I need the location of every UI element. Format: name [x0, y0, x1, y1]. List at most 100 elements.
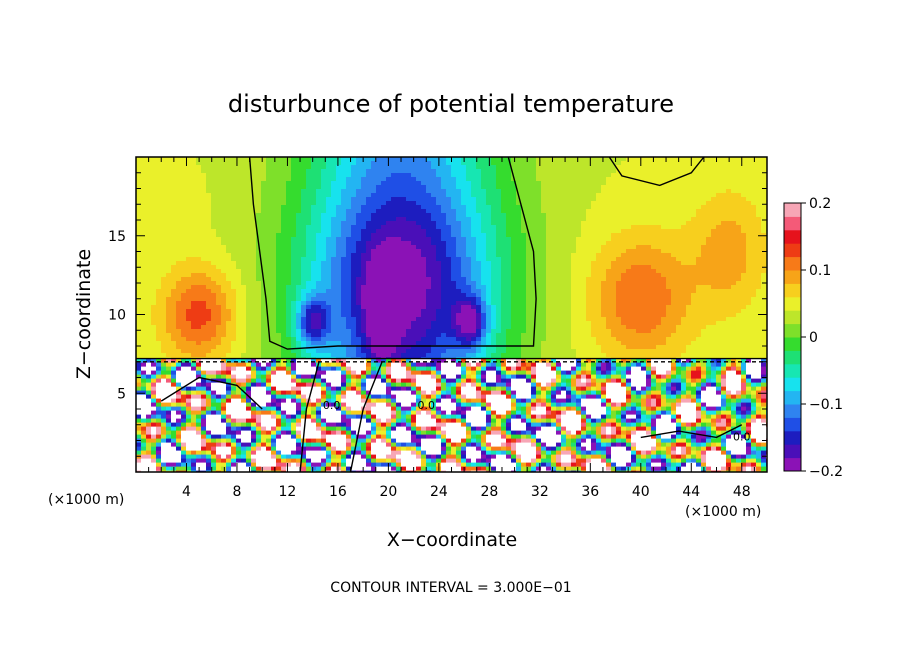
field-cell	[136, 221, 142, 226]
field-cell	[346, 181, 352, 186]
field-cell	[466, 157, 472, 162]
field-cell	[281, 309, 287, 314]
field-cell	[586, 233, 592, 238]
field-cell	[241, 325, 247, 330]
field-cell	[181, 353, 187, 358]
field-cell	[551, 333, 557, 338]
field-cell	[531, 201, 537, 206]
field-cell	[581, 349, 587, 354]
field-cell	[211, 245, 217, 250]
field-cell	[336, 189, 342, 194]
field-cell	[161, 257, 167, 262]
field-cell	[331, 253, 337, 258]
field-cell	[426, 213, 432, 218]
field-cell	[381, 253, 387, 258]
field-cell	[136, 225, 142, 230]
field-cell	[501, 265, 507, 270]
field-cell	[221, 277, 227, 282]
field-cell	[391, 173, 397, 178]
field-cell	[421, 221, 427, 226]
field-cell	[586, 185, 592, 190]
field-cell	[601, 221, 607, 226]
field-cell	[191, 233, 197, 238]
field-cell	[311, 225, 317, 230]
field-cell	[401, 341, 407, 346]
field-cell	[306, 337, 312, 342]
field-cell	[476, 221, 482, 226]
field-cell	[311, 201, 317, 206]
field-cell	[316, 257, 322, 262]
field-cell	[331, 297, 337, 302]
field-cell	[291, 173, 297, 178]
field-cell	[546, 317, 552, 322]
field-cell	[531, 157, 537, 162]
field-cell	[616, 345, 622, 350]
field-cell	[251, 277, 257, 282]
field-cell	[461, 293, 467, 298]
field-cell	[181, 325, 187, 330]
field-cell	[421, 217, 427, 222]
field-cell	[386, 225, 392, 230]
field-cell	[326, 265, 332, 270]
field-cell	[236, 297, 242, 302]
field-cell	[216, 177, 222, 182]
field-cell	[581, 157, 587, 162]
field-cell	[371, 333, 377, 338]
field-cell	[396, 305, 402, 310]
field-cell	[161, 237, 167, 242]
field-cell	[146, 221, 152, 226]
field-cell	[516, 341, 522, 346]
field-cell	[501, 297, 507, 302]
field-cell	[516, 189, 522, 194]
field-cell	[326, 293, 332, 298]
field-cell	[596, 253, 602, 258]
field-cell	[406, 209, 412, 214]
field-cell	[286, 189, 292, 194]
field-cell	[236, 237, 242, 242]
field-cell	[461, 341, 467, 346]
field-cell	[396, 253, 402, 258]
field-cell	[466, 341, 472, 346]
field-cell	[461, 337, 467, 342]
field-cell	[526, 181, 532, 186]
field-cell	[271, 209, 277, 214]
field-cell	[566, 169, 572, 174]
field-cell	[496, 337, 502, 342]
field-cell	[156, 309, 162, 314]
field-cell	[311, 269, 317, 274]
field-cell	[561, 205, 567, 210]
field-cell	[401, 293, 407, 298]
field-cell	[351, 297, 357, 302]
field-cell	[171, 217, 177, 222]
field-cell	[276, 181, 282, 186]
field-cell	[596, 313, 602, 318]
field-cell	[516, 201, 522, 206]
field-cell	[276, 313, 282, 318]
field-cell	[556, 325, 562, 330]
field-cell	[251, 265, 257, 270]
field-cell	[416, 333, 422, 338]
field-cell	[366, 321, 372, 326]
field-cell	[596, 221, 602, 226]
field-cell	[621, 169, 627, 174]
field-cell	[416, 245, 422, 250]
field-cell	[446, 281, 452, 286]
field-cell	[521, 193, 527, 198]
field-cell	[556, 193, 562, 198]
field-cell	[146, 281, 152, 286]
field-cell	[566, 309, 572, 314]
field-cell	[276, 317, 282, 322]
field-cell	[361, 157, 367, 162]
field-cell	[526, 241, 532, 246]
field-cell	[136, 317, 142, 322]
field-cell	[496, 325, 502, 330]
field-cell	[381, 329, 387, 334]
field-cell	[546, 269, 552, 274]
field-cell	[366, 269, 372, 274]
field-cell	[466, 269, 472, 274]
field-cell	[296, 305, 302, 310]
field-cell	[486, 169, 492, 174]
field-cell	[586, 161, 592, 166]
field-cell	[186, 293, 192, 298]
